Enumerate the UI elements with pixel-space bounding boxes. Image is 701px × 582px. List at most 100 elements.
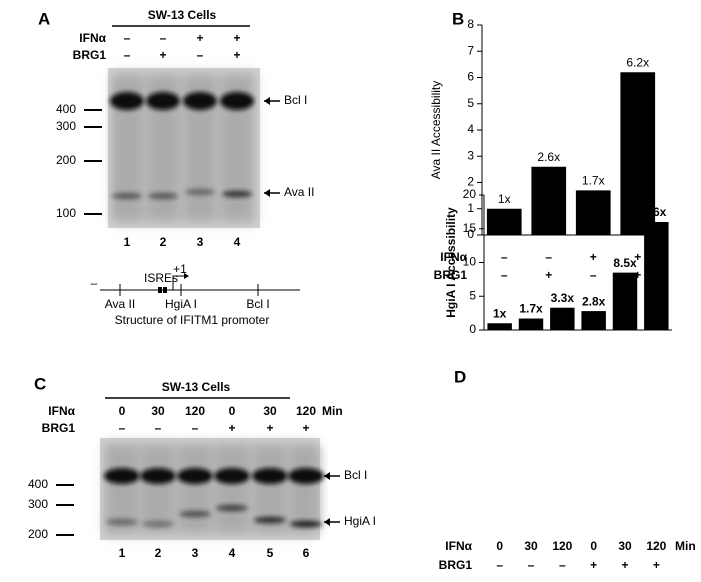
- value-label: 2.6x: [537, 150, 560, 164]
- row-cell: 120: [552, 539, 572, 553]
- promoter-start: –: [91, 276, 98, 290]
- row-cell: –: [501, 250, 508, 264]
- y-tick-label: 5: [467, 96, 474, 110]
- lane-number: 3: [197, 235, 204, 249]
- bar: [612, 272, 638, 330]
- tss-head: [184, 273, 189, 279]
- row-cell: 0: [496, 539, 503, 553]
- row-cell: 0: [119, 404, 126, 418]
- value-label: 1.7x: [582, 174, 605, 188]
- y-tick-label: 2: [467, 175, 474, 189]
- row-cell: –: [496, 558, 503, 572]
- row-label: BRG1: [42, 421, 76, 435]
- band-label: HgiA I: [344, 514, 376, 528]
- row-cell: –: [559, 558, 566, 572]
- band-lower: [254, 516, 286, 524]
- band-label: Ava II: [284, 185, 314, 199]
- row-cell: 0: [229, 404, 236, 418]
- row-cell: +: [634, 250, 641, 264]
- isre-box: [158, 287, 162, 293]
- band-upper: [252, 468, 288, 484]
- y-tick-label: 5: [469, 288, 476, 302]
- band-lower: [222, 190, 252, 198]
- value-label: 1x: [493, 306, 507, 320]
- size-marker: 400: [28, 477, 48, 491]
- row-cell: +: [302, 421, 309, 435]
- row-cell: +: [159, 48, 166, 62]
- lane-number: 2: [155, 546, 162, 560]
- row-cell: +: [233, 48, 240, 62]
- tss-label: +1: [173, 262, 187, 276]
- band-upper: [110, 92, 144, 110]
- bar: [581, 311, 606, 330]
- size-marker: 200: [28, 527, 48, 541]
- bar: [531, 166, 567, 235]
- row-cell: –: [528, 558, 535, 572]
- row-cell: +: [545, 268, 552, 282]
- row-cell: 120: [185, 404, 205, 418]
- y-tick-label: 1: [467, 201, 474, 215]
- y-axis-label: Ava II Accessibility: [429, 81, 443, 179]
- panel-label: A: [38, 9, 50, 28]
- row-cell: 30: [618, 539, 632, 553]
- lane-number: 4: [229, 546, 236, 560]
- y-tick-label: 6: [467, 70, 474, 84]
- band-upper: [288, 468, 324, 484]
- value-label: 6.2x: [626, 55, 649, 69]
- lane-smear: [216, 446, 248, 532]
- bar: [487, 323, 512, 330]
- row-label: IFNα: [79, 31, 106, 45]
- band-lower: [106, 518, 138, 526]
- tss-arrow: [172, 275, 186, 290]
- lane-number: 4: [234, 235, 241, 249]
- gel-header: SW-13 Cells: [148, 8, 217, 22]
- row-cell: –: [590, 268, 597, 282]
- row-cell: –: [192, 421, 199, 435]
- lane-number: 2: [160, 235, 167, 249]
- band-lower: [142, 520, 174, 528]
- row-cell: –: [124, 31, 131, 45]
- size-marker: 200: [56, 153, 76, 167]
- row-cell: –: [197, 48, 204, 62]
- row-cell: +: [590, 558, 597, 572]
- y-tick-label: 8: [467, 17, 474, 31]
- band-upper: [220, 92, 254, 110]
- row-cell: +: [228, 421, 235, 435]
- bar: [518, 318, 544, 330]
- site-label: HgiA I: [165, 297, 197, 311]
- row-cell: –: [545, 250, 552, 264]
- arrow-head: [264, 97, 270, 105]
- band-upper: [177, 468, 213, 484]
- row-label: BRG1: [73, 48, 107, 62]
- row-cell: +: [266, 421, 273, 435]
- row-label: IFNα: [440, 250, 467, 264]
- band-label: Bcl I: [344, 468, 367, 482]
- row-cell: –: [155, 421, 162, 435]
- value-label: 3.3x: [551, 291, 575, 305]
- y-tick-label: 10: [463, 255, 477, 269]
- isre-label: ISREs: [144, 271, 178, 285]
- y-tick-label: 0: [467, 227, 474, 241]
- isre-box: [163, 287, 167, 293]
- band-lower: [185, 188, 215, 196]
- band-lower: [148, 192, 178, 200]
- row-cell: 30: [524, 539, 538, 553]
- size-marker: 400: [56, 102, 76, 116]
- site-label: Ava II: [105, 297, 135, 311]
- lane-number: 1: [119, 546, 126, 560]
- band-lower: [112, 192, 142, 200]
- size-marker: 300: [56, 119, 76, 133]
- y-axis-label: HgiA I Accessibility: [444, 207, 458, 318]
- row-cell: 120: [296, 404, 316, 418]
- lane-smear: [290, 446, 322, 532]
- lane-smear: [106, 446, 138, 532]
- lane-smear: [179, 446, 211, 532]
- band-lower: [290, 520, 322, 528]
- row-cell: +: [590, 250, 597, 264]
- bar: [644, 222, 669, 330]
- row-label: BRG1: [434, 268, 468, 282]
- lane-number: 1: [124, 235, 131, 249]
- site-label: Bcl I: [246, 297, 269, 311]
- band-upper: [146, 92, 180, 110]
